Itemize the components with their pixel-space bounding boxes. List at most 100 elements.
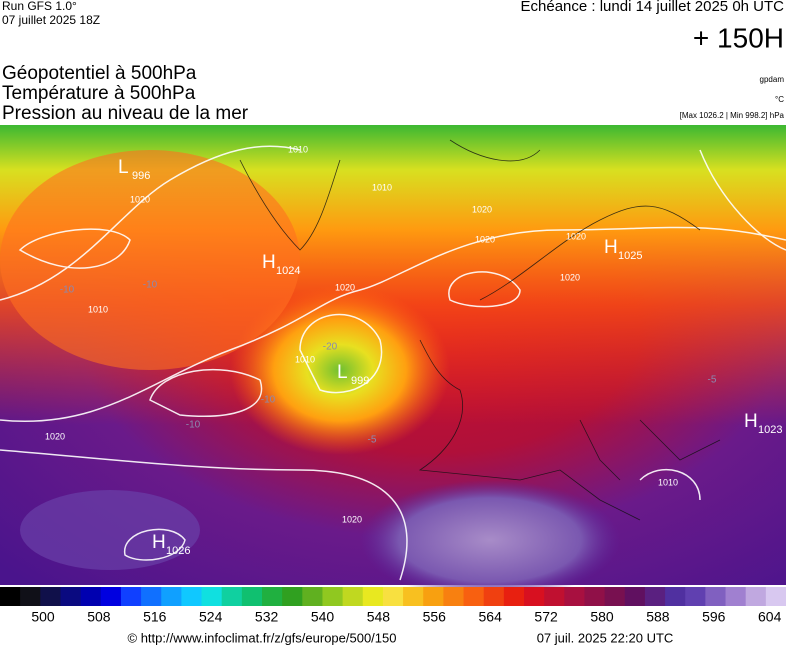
scale-swatch <box>141 587 162 606</box>
scale-swatch <box>463 587 485 606</box>
run: Run GFS 1.0° <box>2 0 77 13</box>
scale-label: 524 <box>199 609 223 625</box>
pressure-letter: H <box>152 532 166 553</box>
unit: °C <box>775 95 784 104</box>
echeance: Echéance : lundi 14 juillet 2025 0h UTC <box>521 0 785 15</box>
scale-swatch <box>765 587 786 606</box>
scale-swatch <box>705 587 727 606</box>
temperature-label: -10 <box>143 280 158 291</box>
scale-swatch <box>423 587 444 606</box>
pressure-value: 1025 <box>618 250 642 262</box>
temperature-label: -5 <box>368 435 377 446</box>
isobar-label: 1020 <box>472 204 492 214</box>
scale-label: 580 <box>590 609 614 625</box>
pressure-value: 996 <box>132 170 150 182</box>
scale-swatch <box>362 587 384 606</box>
scale-swatch <box>0 587 21 606</box>
field: Géopotentiel à 500hPa <box>2 63 197 84</box>
temperature-label: -10 <box>186 420 201 431</box>
scale-swatch <box>201 587 223 606</box>
scale-swatch <box>161 587 182 606</box>
footer-url: © http://www.infoclimat.fr/z/gfs/europe/… <box>128 630 397 645</box>
pressure-letter: H <box>744 411 758 432</box>
scale-label: 532 <box>255 609 279 625</box>
scale-swatch <box>282 587 303 606</box>
isobar-label: 1020 <box>560 272 580 282</box>
scale-swatch <box>604 587 626 606</box>
isobar-label: 1010 <box>295 354 315 364</box>
isobar-label: 1020 <box>342 514 362 524</box>
scale-swatch <box>584 587 606 606</box>
scale-swatch <box>342 587 364 606</box>
pressure-value: 1023 <box>758 424 782 436</box>
scale-label: 540 <box>311 609 335 625</box>
run-date: 07 juillet 2025 18Z <box>2 13 100 27</box>
pressure-letter: L <box>118 157 129 178</box>
unit: [Max 1026.2 | Min 998.2] hPa <box>680 111 785 120</box>
field: Température à 500hPa <box>2 83 196 104</box>
isobar-label: 1010 <box>372 182 392 192</box>
scale-swatch <box>241 587 263 606</box>
isobar-label: 1010 <box>88 304 108 314</box>
scale-swatch <box>443 587 465 606</box>
pressure-center: H 1026 <box>152 532 190 557</box>
pressure-center: L 999 <box>337 362 369 387</box>
unit: gpdam <box>760 75 785 84</box>
scale-swatch <box>120 587 142 606</box>
scale-swatch <box>80 587 102 606</box>
isobar-label: 1010 <box>288 144 308 154</box>
pressure-center: H 1024 <box>262 252 300 277</box>
scale-label: 596 <box>702 609 726 625</box>
isobar-label: 1020 <box>45 431 65 441</box>
lead-time: + 150H <box>693 22 784 53</box>
scale-swatch <box>503 587 525 606</box>
scale-swatch <box>544 587 565 606</box>
scale-swatch <box>221 587 243 606</box>
pressure-value: 1026 <box>166 545 190 557</box>
scale-label: 564 <box>479 609 503 625</box>
scale-swatch <box>564 587 585 606</box>
scale-label: 572 <box>534 609 558 625</box>
pressure-value: 999 <box>351 375 369 387</box>
scale-swatch <box>644 587 666 606</box>
isobar-label: 1020 <box>566 231 586 241</box>
scale-label: 588 <box>646 609 670 625</box>
scale-label: 508 <box>87 609 111 625</box>
scale-swatch <box>745 587 767 606</box>
scale-swatch <box>302 587 323 606</box>
scale-swatch <box>322 587 344 606</box>
scale-swatch <box>624 587 646 606</box>
scale-swatch <box>665 587 686 606</box>
isobar-label: 1010 <box>658 477 678 487</box>
scale-swatch <box>685 587 706 606</box>
isobar-label: 1020 <box>475 234 495 244</box>
scale-swatch <box>403 587 424 606</box>
temperature-label: -20 <box>323 342 338 353</box>
scale-label: 516 <box>143 609 167 625</box>
scale-label: 556 <box>423 609 447 625</box>
scale-label: 604 <box>758 609 782 625</box>
scale-swatch <box>100 587 122 606</box>
pressure-letter: H <box>604 237 618 258</box>
pressure-value: 1024 <box>276 265 300 277</box>
pressure-center: H 1025 <box>604 237 642 262</box>
map <box>0 125 786 600</box>
scale-swatch <box>483 587 505 606</box>
temperature-label: -5 <box>708 375 717 386</box>
scale-swatch <box>524 587 545 606</box>
isobar-label: 1020 <box>130 194 150 204</box>
pressure-letter: L <box>337 362 348 383</box>
scale-swatch <box>262 587 283 606</box>
scale-swatch <box>40 587 61 606</box>
scale-swatch <box>382 587 404 606</box>
pressure-center: H 1023 <box>744 411 782 436</box>
color-scale: 500 508 516 524 532 540 548 556 564 572 580 588 596 6… <box>0 587 786 625</box>
temperature-label: -10 <box>60 285 75 296</box>
pressure-center: L 996 <box>118 157 150 182</box>
scale-swatch <box>725 587 747 606</box>
pressure-letter: H <box>262 252 276 273</box>
scale-label: 548 <box>367 609 391 625</box>
scale-label: 500 <box>31 609 55 625</box>
scale-swatch <box>60 587 82 606</box>
